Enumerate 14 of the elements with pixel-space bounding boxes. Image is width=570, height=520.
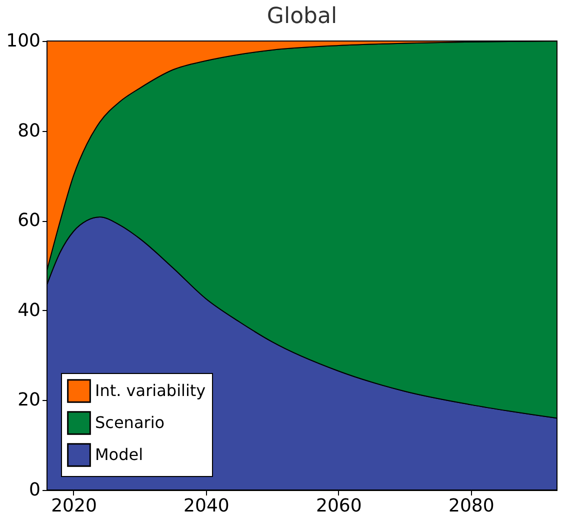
chart-title: Global xyxy=(266,4,338,29)
y-tick-label: 100 xyxy=(6,30,40,52)
legend-label: Scenario xyxy=(95,413,165,432)
legend-label: Int. variability xyxy=(95,381,206,400)
y-tick-label: 40 xyxy=(18,300,40,321)
x-tick-label: 2060 xyxy=(316,496,362,516)
y-tick-label: 0 xyxy=(29,480,40,500)
legend-label: Model xyxy=(95,445,144,464)
x-tick-label: 2020 xyxy=(51,496,97,516)
y-tick-label: 20 xyxy=(18,390,40,411)
y-tick-label: 80 xyxy=(18,120,40,142)
x-tick-label: 2040 xyxy=(184,496,230,516)
y-tick-label: 60 xyxy=(18,210,40,232)
x-tick-label: 2080 xyxy=(448,496,494,516)
